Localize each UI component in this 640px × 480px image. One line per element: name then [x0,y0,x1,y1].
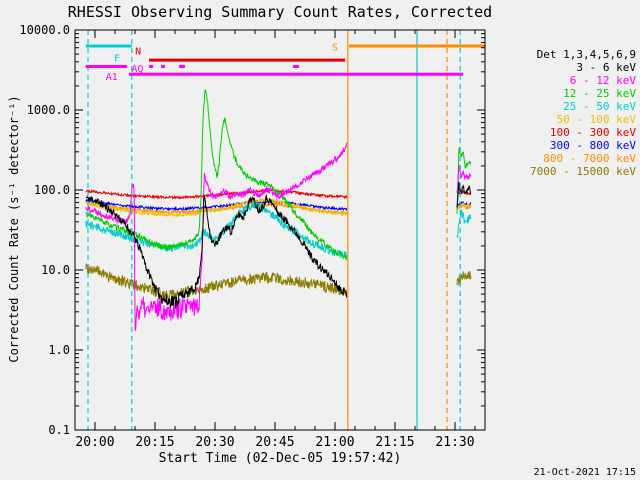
legend: Det 1,3,4,5,6,9 3 - 6 keV 6 - 12 keV 12 - … [530,48,636,178]
legend-entry-6: 300 - 800 keV [549,139,636,152]
x-tick-label: 20:00 [75,435,114,450]
y-tick-label: 0.1 [48,423,70,437]
legend-entry-2: 12 - 25 keV [563,87,636,100]
x-tick-label: 21:00 [315,435,354,450]
legend-entry-7: 800 - 7000 keV [543,152,636,165]
legend-entry-8: 7000 - 15000 keV [530,165,636,178]
legend-entries: 3 - 6 keV 6 - 12 keV 12 - 25 keV 25 - 50 ke… [530,61,636,178]
series-25-50keV [85,201,347,260]
legend-entry-0: 3 - 6 keV [576,61,636,74]
flag-label-aq: AQ [131,64,143,75]
x-tick-label: 21:15 [375,435,414,450]
series-6-12keV [85,142,348,331]
legend-entry-1: 6 - 12 keV [569,74,636,87]
flag-label-s: S [332,43,338,54]
series-7000-15000keV [85,263,348,301]
x-axis-label: Start Time (02-Dec-05 19:57:42) [158,451,402,466]
plot-area: F S N AQ A1 [85,30,485,430]
series-7000-15000keV [456,270,472,286]
series-3-6keV [456,181,472,208]
series-12-25keV [85,89,348,262]
series-50-100keV [456,202,472,210]
chart-title: RHESSI Observing Summary Count Rates, Co… [67,3,493,21]
series-6-12keV [456,165,472,193]
legend-header: Det 1,3,4,5,6,9 [536,48,636,61]
flag-label-f: F [114,54,120,65]
y-tick-label: 100.0 [34,183,70,197]
series-800-7000keV [85,200,348,216]
series-25-50keV [456,209,472,238]
series-300-800keV [85,198,348,212]
series-3-6keV [85,193,348,308]
x-tick-label: 20:45 [255,435,294,450]
x-tick-label: 20:15 [135,435,174,450]
x-tick-label: 21:30 [435,435,474,450]
series-12-25keV [456,146,472,214]
legend-entry-3: 25 - 50 keV [563,100,636,113]
legend-entry-5: 100 - 300 keV [549,126,636,139]
y-tick-label: 10000.0 [19,23,70,37]
timestamp: 21-Oct-2021 17:15 [533,467,636,478]
flag-label-n: N [135,46,141,57]
series-50-100keV [85,197,348,218]
legend-entry-4: 50 - 100 keV [556,113,636,126]
y-tick-label: 1000.0 [27,103,70,117]
y-tick-label: 10.0 [41,263,70,277]
flag-label-a1: A1 [106,72,118,83]
x-tick-label: 20:30 [195,435,234,450]
y-tick-label: 1.0 [48,343,70,357]
